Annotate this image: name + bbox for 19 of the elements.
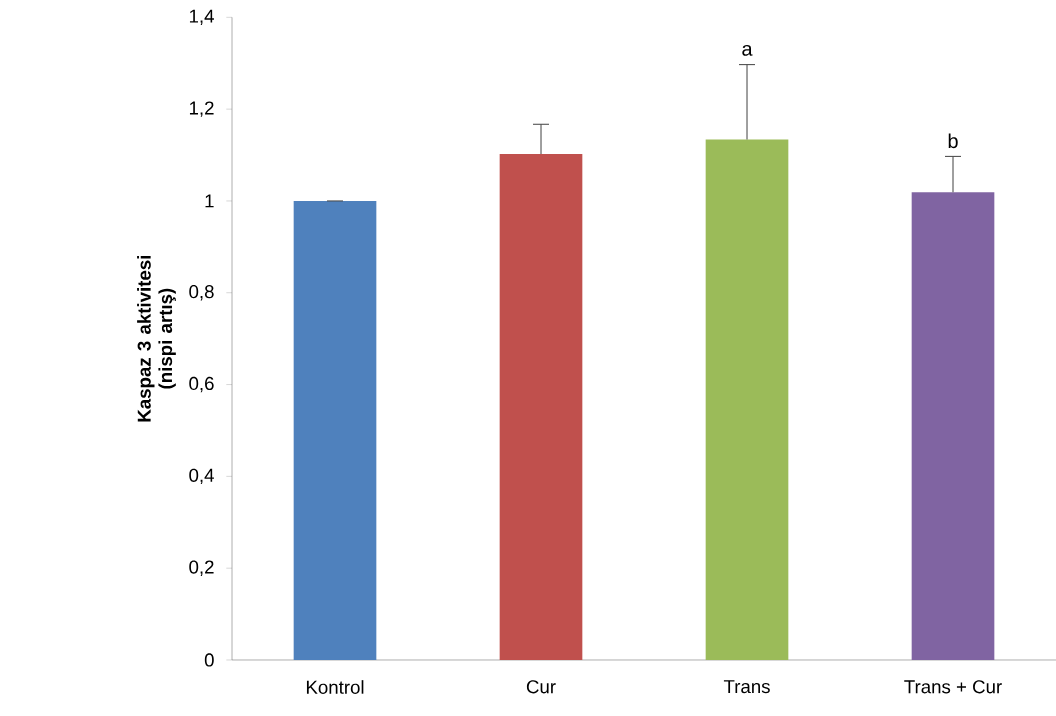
bar	[911, 192, 995, 660]
x-tick-label: Kontrol	[306, 680, 364, 694]
bar	[705, 139, 789, 660]
x-tick-label: Trans	[723, 680, 770, 694]
annotation: a	[742, 44, 753, 56]
y-tick-label: 0	[204, 653, 214, 667]
y-tick-label: 0,8	[189, 285, 214, 301]
annotation: b	[948, 133, 958, 149]
bar	[499, 154, 583, 660]
y-tick-label: 1,2	[189, 101, 214, 117]
y-tick-label: 0,4	[189, 468, 214, 485]
y-tick-label: 1,4	[189, 9, 214, 25]
y-tick-label: 1	[205, 194, 214, 208]
bar	[293, 200, 377, 660]
x-tick-label: Trans + Cur	[904, 680, 1002, 694]
y-tick-label: 0,2	[189, 560, 214, 576]
x-tick-label: Cur	[526, 680, 556, 694]
y-axis-title: Kaspaz 3 aktivitesi (nispi artış)	[137, 255, 176, 422]
y-tick-label: 0,6	[189, 376, 214, 393]
